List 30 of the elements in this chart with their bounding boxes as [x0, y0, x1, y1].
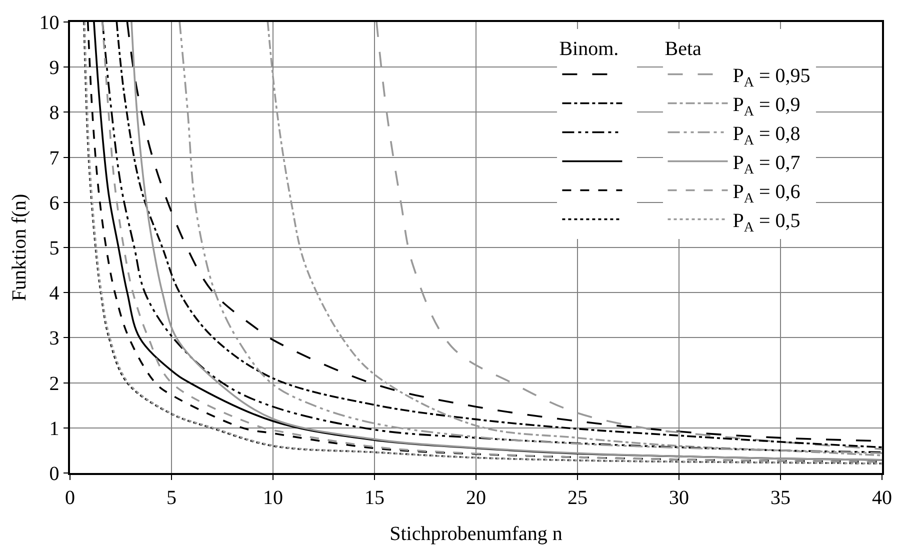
legend-label: P$_{A}$ = 0,6	[732, 181, 800, 206]
y-axis-title: Funktion f(n)	[8, 194, 30, 302]
legend-label: P$_{A}$ = 0,8	[732, 123, 800, 148]
x-axis-title: Stichprobenumfang n	[390, 522, 562, 545]
y-tick-label: 7	[49, 147, 60, 170]
x-tick-label: 5	[166, 486, 176, 509]
y-tick-label: 5	[49, 238, 60, 260]
x-tick-label: 40	[872, 486, 892, 509]
legend-label: P$_{A}$ = 0,95	[732, 65, 810, 90]
y-tick-label: 6	[49, 192, 60, 214]
x-tick-label: 30	[669, 486, 689, 509]
text: Binom.	[559, 38, 619, 60]
legend-label: P$_{A}$ = 0,7	[732, 152, 800, 178]
y-tick-label: 10	[39, 12, 60, 34]
y-tick-label: 2	[49, 372, 60, 395]
x-tick-label: 10	[263, 486, 283, 509]
x-tick-label: 20	[466, 486, 486, 509]
legend-label: P$_{A}$ = 0,9	[732, 94, 800, 120]
y-tick-label: 3	[49, 328, 60, 350]
y-tick-label: 4	[49, 282, 60, 305]
text: Beta	[664, 38, 702, 60]
y-tick-label: 1	[49, 418, 60, 440]
x-tick-label: 25	[568, 486, 588, 509]
x-tick-label: 35	[770, 486, 790, 509]
x-tick-label: 15	[364, 486, 384, 509]
legend-label: P$_{A}$ = 0,5	[732, 210, 800, 236]
x-tick-label: 0	[65, 486, 75, 509]
y-tick-label: 9	[49, 57, 60, 80]
y-tick-label: 0	[49, 463, 60, 485]
y-tick-label: 8	[49, 102, 60, 124]
